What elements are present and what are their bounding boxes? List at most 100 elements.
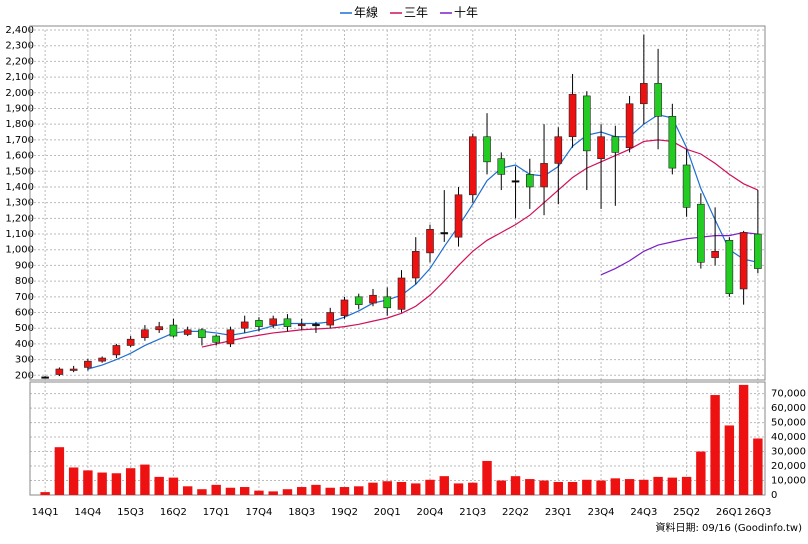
candle-body [383,296,392,309]
y-tick-label: 1,600 [5,151,34,162]
candle-body [312,323,320,327]
y-tick-label: 400 [15,339,34,350]
candle-body [426,229,434,254]
volume-bar [282,489,293,495]
candle-body [55,368,64,375]
volume-bar [639,479,649,495]
candle-body [625,103,634,149]
y-tick-label: 700 [15,292,34,303]
y-tick-label: 2,000 [5,88,34,99]
x-tick-label: 20Q4 [417,507,444,518]
volume-bar [596,480,606,495]
ma-line [201,139,759,348]
candle-body [126,338,135,346]
candle-body [226,329,235,345]
y2-tick-label: 70,000 [771,389,806,400]
x-tick-label: 19Q2 [331,507,358,518]
candle-body [297,323,306,327]
volume-bar [254,490,264,495]
y-tick-label: 1,300 [5,198,34,209]
volume-bar [54,447,65,495]
y2-tick-label: 60,000 [771,403,806,414]
y-tick-label: 1,200 [5,213,34,224]
volume-bar [681,476,692,495]
volume-bar [211,484,221,495]
volume-bar [496,480,506,495]
x-tick-label: 22Q2 [502,507,529,518]
volume-bar [525,479,535,495]
x-tick-label: 14Q4 [74,507,101,518]
candle-body [483,136,491,163]
y-tick-label: 1,800 [5,119,34,130]
candle-body [155,326,163,331]
candle-body [511,180,520,183]
candle-body [112,345,121,356]
x-tick-label: 26Q1 [716,507,743,518]
candle-body [41,376,49,379]
y-tick-label: 1,700 [5,135,34,146]
y2-tick-label: 40,000 [771,432,806,443]
volume-bar [239,487,250,495]
candle-body [397,277,406,310]
y2-tick-label: 30,000 [771,447,806,458]
candle-body [255,320,263,327]
volume-bar [154,476,164,495]
legend-label: 三年 [404,6,428,20]
volume-bar [510,476,521,495]
volume-bar [653,476,663,495]
candle-body [198,329,206,338]
volume-bar [753,438,763,495]
candle-body [654,83,662,117]
x-tick-label: 21Q3 [459,507,486,518]
volume-bar [482,460,492,495]
volume-bar [111,473,122,495]
volume-bar [738,384,749,495]
legend-label: 年線 [354,5,378,20]
x-tick-label: 15Q3 [117,507,144,518]
candle-body [682,164,691,208]
volume-bar [311,484,321,495]
x-tick-label: 24Q3 [630,507,657,518]
x-tick-label: 20Q1 [374,507,401,518]
volume-bar [97,472,107,495]
y-tick-label: 2,100 [5,72,34,83]
candle-body [725,240,734,294]
footer: 資料日期: 09/16 (Goodinfo.tw) [655,521,802,534]
y-tick-label: 2,300 [5,41,34,52]
candle-body [754,233,762,269]
volume-bar [297,487,307,495]
volume-bar [339,487,350,495]
volume-bar [453,483,464,495]
volume-bar [225,487,236,495]
y-tick-label: 2,200 [5,56,34,67]
volume-bar [168,477,179,495]
y-tick-label: 1,100 [5,229,34,240]
candle-body [369,294,377,304]
candle-body [554,136,563,164]
y-tick-label: 1,500 [5,166,34,177]
y2-tick-label: 0 [771,490,777,501]
x-tick-label: 25Q2 [673,507,700,518]
volume-bar [140,464,150,495]
y-tick-label: 1,900 [5,103,34,114]
volume-bar [68,467,79,495]
candle-body [84,360,92,368]
volume-bar [40,492,50,495]
x-tick-label: 23Q4 [588,507,615,518]
price-frame [29,25,766,381]
volume-bar [325,487,335,495]
candle-body [212,335,220,343]
y-tick-label: 300 [15,355,34,366]
candle-body [540,163,548,188]
y-tick-label: 1,000 [5,245,34,256]
x-tick-label: 17Q1 [203,507,230,518]
volume-bar [83,470,93,495]
candle-body [568,94,577,138]
y-tick-label: 900 [15,260,34,271]
y-tick-label: 1,400 [5,182,34,193]
candle-body [411,251,420,279]
candle-body [668,116,677,169]
candle-body [440,232,449,235]
ma-line [600,231,758,276]
